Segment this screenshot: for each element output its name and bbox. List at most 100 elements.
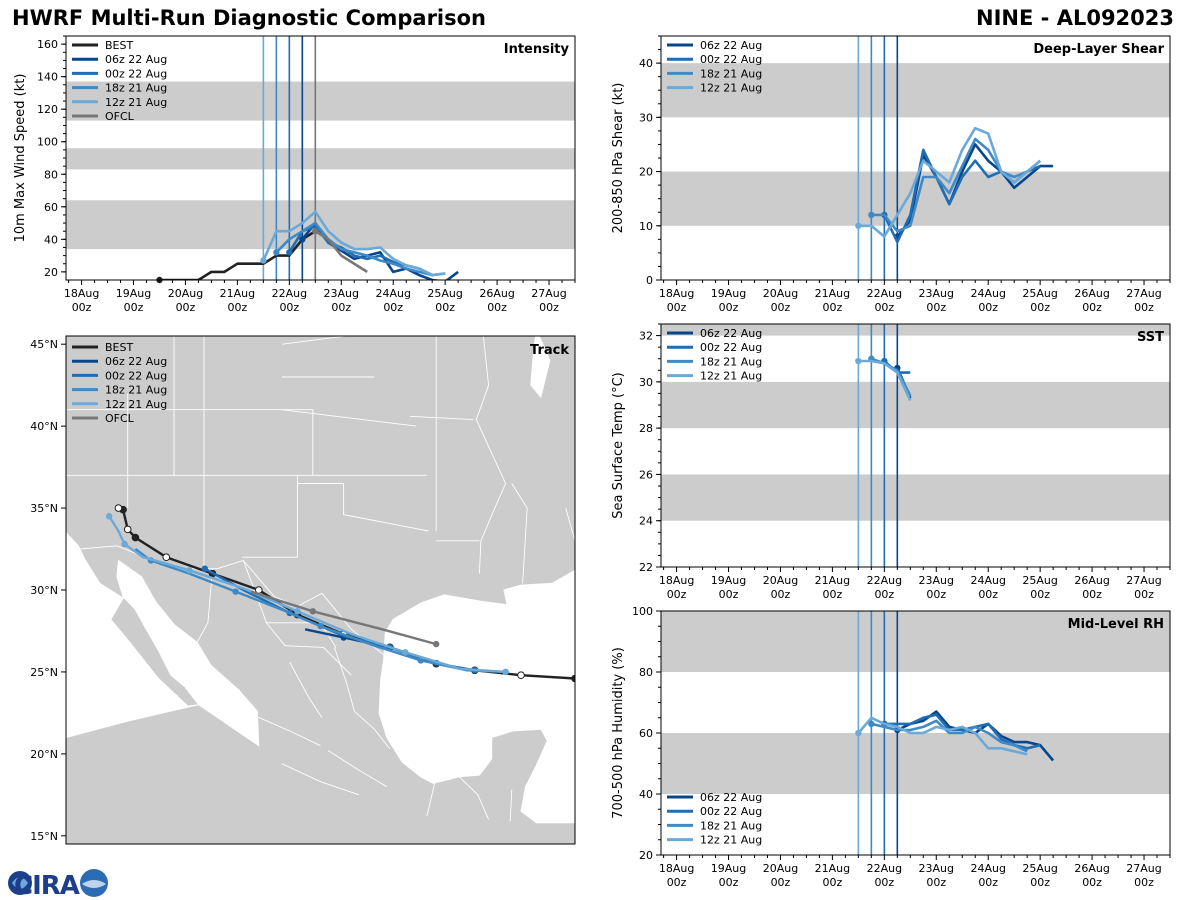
y-tick-label: 24 <box>639 515 653 528</box>
x-tick-hour-label: 00z <box>383 301 403 314</box>
shaded-band <box>661 63 1170 118</box>
x-tick-label: 25Aug <box>427 287 462 300</box>
track-point <box>121 540 128 548</box>
x-tick-label: 18Aug <box>659 574 694 587</box>
series-start-point <box>868 720 875 728</box>
political-border <box>511 483 528 584</box>
track-line-ofcl <box>250 590 437 646</box>
y-tick-label: 40 <box>44 233 58 246</box>
x-tick-hour-label: 00z <box>124 301 144 314</box>
series-line-ofcl <box>314 230 368 274</box>
political-border <box>255 715 321 747</box>
political-border <box>409 415 474 421</box>
legend-label: 06z 22 Aug <box>105 53 167 66</box>
y-tick-label: 160 <box>37 38 58 51</box>
panel-intensity: 2040608010012014016018Aug00z19Aug00z20Au… <box>13 35 576 314</box>
x-tick-label: 18Aug <box>659 862 694 875</box>
legend-label: 18z 21 Aug <box>700 819 762 832</box>
y-tick-label: 140 <box>37 71 58 84</box>
track-point <box>517 671 525 680</box>
x-tick-hour-label: 00z <box>874 301 894 314</box>
y-tick-label: 30 <box>639 376 653 389</box>
y-tick-label: 100 <box>632 605 653 618</box>
y-tick-label: 20 <box>44 266 58 279</box>
x-tick-label: 19Aug <box>116 287 151 300</box>
y-tick-label: 20 <box>639 849 653 862</box>
x-tick-label: 22Aug <box>272 287 307 300</box>
political-border <box>241 475 298 558</box>
x-tick-label: 22Aug <box>867 862 902 875</box>
legend-label: 06z 22 Aug <box>700 39 762 52</box>
legend-label: 18z 21 Aug <box>105 82 167 95</box>
shaded-band <box>661 611 1170 672</box>
x-tick-hour-label: 00z <box>176 301 196 314</box>
track-line-12z-21-aug <box>108 515 506 674</box>
x-tick-hour-label: 00z <box>771 301 791 314</box>
x-tick-label: 26Aug <box>1074 287 1109 300</box>
series-start-point <box>855 357 862 365</box>
shaded-band <box>661 381 1170 429</box>
x-tick-hour-label: 00z <box>823 588 843 601</box>
x-tick-hour-label: 00z <box>1082 301 1102 314</box>
x-tick-label: 26Aug <box>1074 574 1109 587</box>
x-tick-hour-label: 00z <box>72 301 92 314</box>
y-tick-label: 10 <box>639 220 653 233</box>
legend-label: 12z 21 Aug <box>700 370 762 383</box>
panel-title: Mid-Level RH <box>1068 617 1164 632</box>
x-tick-label: 24Aug <box>970 287 1005 300</box>
shaded-band <box>66 148 575 170</box>
x-tick-label: 27Aug <box>1126 574 1161 587</box>
series-line-12z-21-aug <box>858 359 912 401</box>
series-start-point <box>286 249 293 256</box>
legend-label: BEST <box>105 39 133 52</box>
y-tick-label: 120 <box>37 103 58 116</box>
track-point <box>201 565 209 572</box>
x-tick-hour-label: 00z <box>1082 876 1102 889</box>
political-border <box>281 336 350 345</box>
legend-label: 00z 22 Aug <box>105 67 167 80</box>
y-axis-label: 10m Max Wind Speed (kt) <box>13 74 28 243</box>
x-tick-hour-label: 00z <box>926 301 946 314</box>
track-point <box>131 533 140 542</box>
track-point <box>502 668 509 676</box>
x-tick-hour-label: 00z <box>1082 588 1102 601</box>
y-tick-label: 40 <box>639 57 653 70</box>
x-tick-hour-label: 00z <box>771 588 791 601</box>
series-line-12z-21-aug <box>857 716 1028 756</box>
x-tick-label: 26Aug <box>1074 862 1109 875</box>
political-border <box>196 568 213 643</box>
panel-shear: 01020304018Aug00z19Aug00z20Aug00z21Aug00… <box>611 35 1171 314</box>
x-tick-hour-label: 00z <box>978 876 998 889</box>
x-tick-hour-label: 00z <box>667 876 687 889</box>
political-border <box>281 763 360 796</box>
lat-tick-label: 25°N <box>30 666 58 679</box>
x-tick-label: 23Aug <box>919 862 954 875</box>
legend-label: 12z 21 Aug <box>105 398 167 411</box>
legend-label: 06z 22 Aug <box>700 791 762 804</box>
track-point <box>309 608 316 615</box>
legend-label: 00z 22 Aug <box>700 805 762 818</box>
x-tick-label: 20Aug <box>763 862 798 875</box>
x-tick-hour-label: 00z <box>874 588 894 601</box>
x-tick-hour-label: 00z <box>1030 301 1050 314</box>
political-border <box>426 783 436 817</box>
panel-sst: 22242628303218Aug00z19Aug00z20Aug00z21Au… <box>611 323 1171 601</box>
series-start-point <box>855 222 862 229</box>
track-point <box>114 504 123 512</box>
x-tick-label: 18Aug <box>64 287 99 300</box>
y-tick-label: 40 <box>639 788 653 801</box>
lat-tick-label: 15°N <box>30 830 58 843</box>
cira-logo: CIRA <box>8 869 108 900</box>
y-tick-label: 22 <box>639 561 653 574</box>
legend-label: 06z 22 Aug <box>105 355 167 368</box>
lat-tick-label: 20°N <box>30 748 58 761</box>
landmass <box>66 336 575 844</box>
political-border <box>354 710 391 750</box>
track-point <box>317 622 324 630</box>
track-point <box>402 649 409 656</box>
series-start-point <box>855 729 862 737</box>
x-tick-hour-label: 00z <box>667 301 687 314</box>
panel-title: Track <box>530 343 569 358</box>
shaded-band <box>66 81 575 121</box>
